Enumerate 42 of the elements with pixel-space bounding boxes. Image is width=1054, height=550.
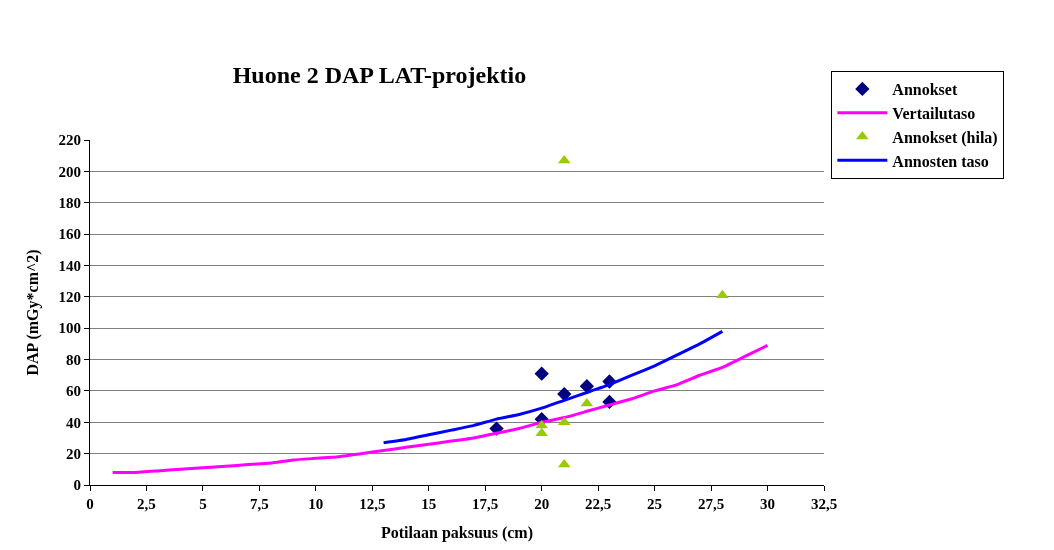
- legend-label: Vertailutaso: [892, 104, 976, 122]
- y-tick-label: 140: [58, 257, 81, 274]
- x-tick-label: 22,5: [585, 496, 612, 512]
- point: [535, 419, 549, 429]
- x-tick-label: 0: [86, 496, 94, 512]
- point: [557, 386, 572, 402]
- point: [534, 366, 549, 381]
- y-tick-label: 200: [58, 163, 81, 180]
- y-tick-label: 0: [73, 477, 81, 494]
- point: [557, 416, 571, 426]
- x-tick-label: 7,5: [250, 496, 269, 512]
- legend-label: Annokset: [892, 81, 958, 99]
- y-tick-label: 160: [58, 226, 81, 243]
- x-tick-label: 2,5: [137, 496, 156, 512]
- chart-title: Huone 2 DAP LAT-projektio: [232, 61, 527, 88]
- point: [579, 379, 595, 394]
- y-tick-label: 40: [66, 414, 81, 431]
- line-series: [111, 343, 770, 474]
- legend-label: Annosten taso: [892, 152, 989, 170]
- line-series: [382, 329, 724, 445]
- y-tick-label: 120: [58, 289, 81, 306]
- x-tick-label: 17,5: [472, 496, 499, 512]
- y-tick-label: 220: [58, 132, 81, 149]
- y-tick-label: 20: [66, 445, 81, 462]
- x-axis-title: Potilaan paksuus (cm): [380, 523, 534, 542]
- x-tick-label: 27,5: [697, 496, 725, 512]
- y-tick-label: 180: [58, 194, 81, 211]
- x-tick-label: 25: [647, 496, 663, 512]
- point: [580, 397, 594, 407]
- x-tick-label: 5: [199, 496, 207, 512]
- x-tick-label: 10: [308, 496, 324, 512]
- x-tick-label: 20: [534, 496, 550, 512]
- y-tick-label: 60: [66, 383, 81, 400]
- y-axis-title: DAP (mGy*cm^2): [24, 249, 43, 376]
- y-tick-label: 100: [58, 320, 81, 337]
- x-tick-label: 12,5: [359, 496, 386, 512]
- point: [557, 154, 571, 164]
- x-tick-label: 32,5: [810, 496, 838, 512]
- x-tick-label: 30: [760, 496, 776, 512]
- legend-label: Annokset (hila): [892, 128, 998, 147]
- x-tick-label: 15: [421, 496, 437, 512]
- y-tick-label: 80: [66, 351, 81, 368]
